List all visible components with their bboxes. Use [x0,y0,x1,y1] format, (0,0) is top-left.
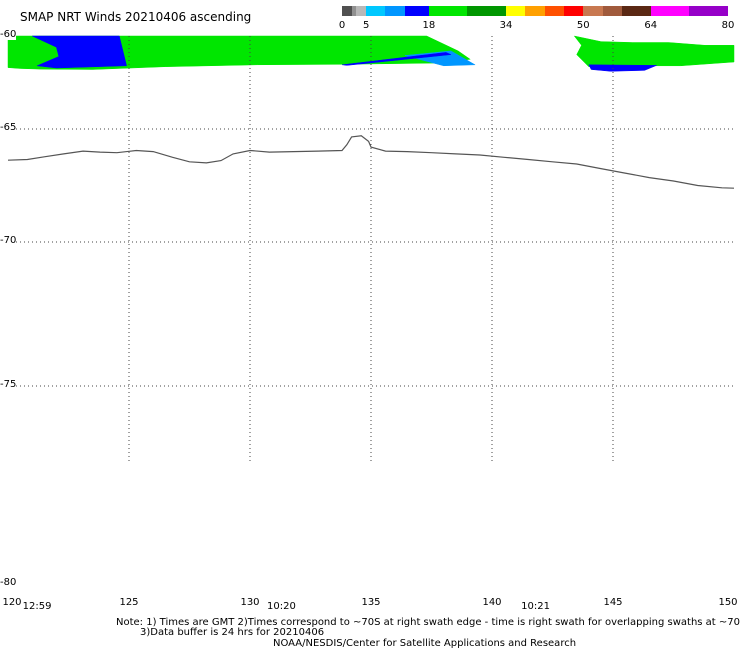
scale-swatch [366,6,386,16]
scale-swatch [583,6,604,16]
longitude-label: 135 [361,597,381,608]
latitude-label: -75 [0,379,17,390]
scale-swatch [351,6,357,16]
longitude-label: 140 [482,597,502,608]
wind-swath [341,52,452,66]
latitude-label: -80 [0,577,17,588]
swath-time-label: 12:59 [22,601,52,612]
scale-swatch [356,6,367,16]
latitude-label: -60 [0,29,17,40]
wind-swath [404,50,476,67]
note-line-1: Note: 1) Times are GMT 2)Times correspon… [116,617,740,628]
latitude-label: -65 [0,122,17,133]
antarctic-coastline [7,135,735,189]
scale-swatch [650,6,690,16]
map-title: SMAP NRT Winds 20210406 ascending [20,10,252,24]
longitude-label: 150 [718,597,738,608]
latitude-label: -70 [0,235,17,246]
note-line-2: 3)Data buffer is 24 hrs for 20210406 [140,627,325,638]
scale-swatch [385,6,406,16]
wind-swaths [7,35,735,72]
swath-time-label: 10:21 [521,601,550,612]
swath-time-label: 10:20 [267,601,296,612]
scale-swatch [689,6,729,16]
longitude-label: 125 [119,597,139,608]
scale-swatch [506,6,526,16]
scale-swatch [602,6,623,16]
longitude-label: 145 [603,597,623,608]
wind-swath [588,64,657,72]
scale-tick-label: 5 [362,20,370,31]
scale-tick-label: 80 [721,20,735,31]
longitude-label: 120 [2,597,22,608]
scale-tick-label: 18 [422,20,436,31]
scale-swatch [563,6,584,16]
wind-speed-color-scale [342,6,729,16]
note-line-3: NOAA/NESDIS/Center for Satellite Applica… [273,638,577,649]
scale-tick-label: 50 [576,20,590,31]
scale-swatch [404,6,430,16]
scale-tick-label: 0 [338,20,346,31]
wind-swath [573,35,735,67]
scale-swatch [342,6,353,16]
scale-swatch [621,6,652,16]
scale-swatch [525,6,546,16]
scale-swatch [428,6,468,16]
longitude-label: 130 [240,597,260,608]
scale-swatch [544,6,565,16]
scale-swatch [467,6,507,16]
graticule [8,36,734,464]
wind-swath [32,35,127,69]
scale-tick-label: 34 [499,20,513,31]
scale-tick-label: 64 [644,20,658,31]
